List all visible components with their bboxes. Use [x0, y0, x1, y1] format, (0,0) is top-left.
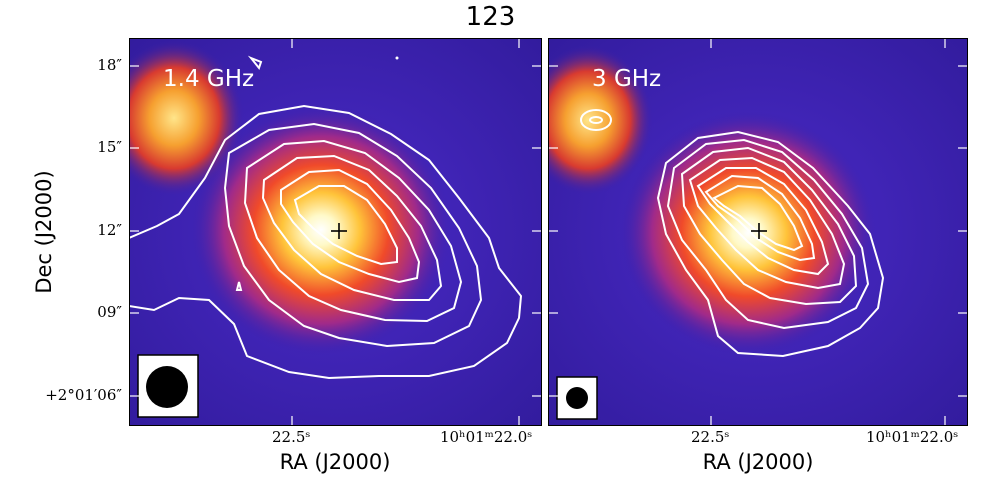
- beam-box: [137, 354, 199, 418]
- cross-marker: [331, 223, 347, 239]
- y-tick-label: 18″: [97, 56, 122, 74]
- axis-ticks: [548, 38, 968, 426]
- panel-3ghz: [548, 38, 968, 426]
- frequency-label: 3 GHz: [592, 66, 662, 92]
- beam-box: [556, 376, 598, 420]
- axis-ticks: [129, 38, 542, 426]
- contour-level-3: [243, 139, 463, 323]
- beam-ellipse: [566, 387, 588, 409]
- contour-level-2: [666, 138, 870, 330]
- x-tick-label: 22.5ˢ: [272, 428, 311, 446]
- y-axis-label: Dec (J2000): [32, 170, 56, 294]
- contour-bit-top: [247, 55, 263, 71]
- y-tick-label: 09″: [97, 303, 122, 321]
- x-tick-label: 22.5ˢ: [691, 428, 730, 446]
- contour-level-6: [704, 174, 816, 262]
- radio-contours: [580, 109, 885, 358]
- contour-level-4: [261, 154, 443, 301]
- contour-level-1: [656, 130, 885, 358]
- contour-level-6: [293, 185, 398, 266]
- x-tick-label: 10ʰ01ᵐ22.0ˢ: [866, 428, 959, 446]
- x-tick-label: 10ʰ01ᵐ22.0ˢ: [440, 428, 533, 446]
- contour-dot: [395, 56, 399, 60]
- contour-level-5: [696, 167, 830, 276]
- y-tick-label: 15″: [97, 138, 122, 156]
- frequency-label: 1.4 GHz: [163, 66, 255, 92]
- contour-level-5: [280, 168, 421, 284]
- contour-neighbor-inner: [589, 116, 603, 124]
- contour-bit-left: [235, 281, 243, 291]
- radio-contours: [129, 55, 523, 380]
- y-tick-label: 12″: [97, 221, 122, 239]
- x-axis-label: RA (J2000): [702, 450, 814, 474]
- contour-neighbor-outer: [580, 109, 612, 131]
- neighbor-source-blob: [548, 45, 653, 195]
- y-tick-label: +2°01′06″: [45, 386, 122, 404]
- beam-ellipse: [146, 366, 188, 408]
- contour-level-2: [223, 122, 483, 348]
- cross-marker: [751, 223, 767, 239]
- contour-level-3: [680, 146, 858, 306]
- panel-frame: [548, 38, 968, 426]
- contour-level-1: [129, 104, 523, 380]
- x-axis-label: RA (J2000): [279, 450, 391, 474]
- panel-frame: [129, 38, 542, 426]
- panel-1-4ghz: [129, 38, 542, 426]
- contour-level-7: [712, 184, 804, 252]
- figure-title: 123: [465, 2, 516, 32]
- contour-level-4: [688, 156, 846, 290]
